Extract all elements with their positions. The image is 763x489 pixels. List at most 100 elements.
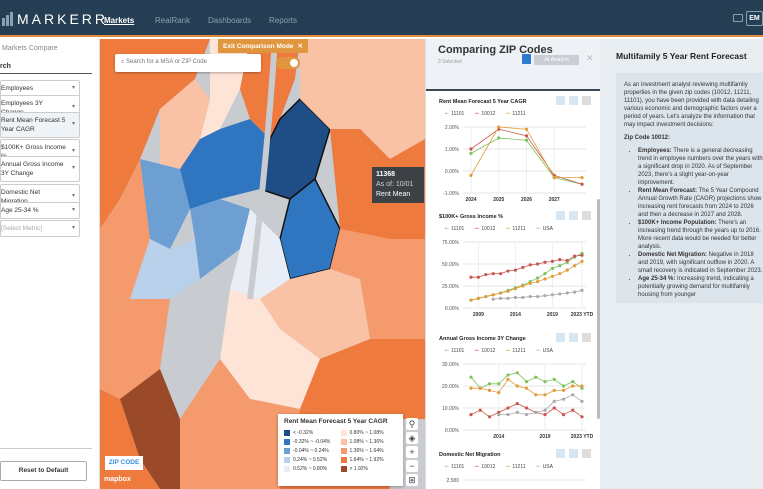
info-icon[interactable]: [582, 211, 591, 220]
chevron-down-icon: ▾: [71, 121, 75, 127]
legend-entry[interactable]: -•- 11211: [505, 464, 526, 470]
chevron-down-icon: ▾: [71, 148, 75, 154]
tooltip-metric: Rent Mean: [376, 191, 411, 198]
legend-label: 11101: [451, 348, 465, 354]
data-point-USA: [524, 413, 529, 417]
data-point-11211: [491, 293, 495, 297]
expand-icon[interactable]: [569, 449, 578, 458]
nav-markets[interactable]: Markets: [104, 16, 135, 25]
data-point-11211: [543, 393, 547, 397]
metric-select-7[interactable]: Age 25-34 % ▾: [0, 202, 80, 219]
nav-reports[interactable]: Reports: [269, 16, 298, 25]
legend-entry[interactable]: -•- 10012: [474, 348, 496, 354]
data-point-11211: [558, 272, 562, 276]
download-icon[interactable]: [556, 449, 565, 458]
chevron-down-icon: ▾: [71, 104, 75, 110]
legend-entry[interactable]: -•- 10012: [474, 464, 496, 470]
legend-entry[interactable]: -•- 10012: [474, 111, 496, 117]
legend-entry[interactable]: -•- 10012: [474, 226, 496, 232]
data-point-USA: [506, 296, 510, 300]
metric-select-5[interactable]: Annual Gross Income 3Y Change ▾: [0, 156, 80, 182]
data-point-11211: [524, 386, 529, 390]
zoom-in-button[interactable]: +: [406, 446, 418, 458]
data-point-USA: [580, 399, 584, 403]
x-tick-label: 2027: [549, 197, 560, 203]
close-icon[interactable]: ✕: [586, 53, 594, 63]
data-point-11211: [497, 391, 501, 395]
data-point-10012: [552, 406, 556, 410]
ai-analyst-button[interactable]: AI Analyst: [534, 55, 579, 65]
metric-select-3[interactable]: Rent Mean Forecast 5 Year CAGR ▾: [0, 112, 80, 138]
expand-icon[interactable]: [569, 96, 578, 105]
close-icon[interactable]: ✕: [297, 43, 303, 50]
data-point-10012: [521, 265, 525, 270]
data-point-11211: [580, 259, 584, 263]
data-point-11211: [497, 125, 501, 129]
avatar[interactable]: EM: [746, 11, 763, 26]
data-point-10012: [558, 258, 562, 262]
legend-label: 10012: [481, 226, 496, 232]
download-icon[interactable]: [522, 54, 531, 64]
legend-label: 1.64% ~ 1.92%: [349, 457, 384, 463]
data-point-11211: [469, 298, 473, 302]
zip-code-button[interactable]: ZIP CODE: [105, 456, 143, 470]
markerr-logo[interactable]: MARKERR: [2, 11, 108, 27]
legend-entry[interactable]: -•- 11101: [444, 348, 465, 354]
mapbox-logo: mapbox: [104, 476, 131, 483]
metric-select-8[interactable]: [Select Metric] ▾: [0, 220, 80, 237]
legend-label: 1.36% ~ 1.64%: [349, 448, 384, 454]
legend-swatch: [284, 466, 290, 472]
mail-icon[interactable]: [733, 14, 743, 22]
legend-entry[interactable]: -•- USA: [535, 464, 553, 470]
legend-label: < -0.32%: [293, 430, 314, 436]
zoom-out-button[interactable]: −: [406, 460, 418, 472]
scrollbar[interactable]: [597, 199, 600, 419]
data-point-11101: [497, 136, 501, 140]
legend-entry[interactable]: -•- 11101: [444, 226, 465, 232]
y-tick-label: 2,580: [446, 478, 459, 484]
map[interactable]: Exit Comparison Mode ✕ ⌕ Search for a MSA…: [100, 39, 425, 489]
layers-icon[interactable]: ◈: [406, 432, 418, 444]
legend-label: -0.32% ~ -0.04%: [293, 439, 331, 445]
legend-swatch: [284, 457, 290, 463]
map-tooltip: 11368 As of: 10/01 Rent Mean: [372, 167, 424, 203]
search-tab[interactable]: rch: [0, 63, 92, 74]
info-icon[interactable]: [582, 333, 591, 342]
expand-icon[interactable]: [569, 333, 578, 342]
data-point-11211: [528, 281, 532, 285]
grid-icon[interactable]: ⊞: [406, 474, 418, 486]
legend-entry[interactable]: -•- 11211: [505, 226, 526, 232]
data-point-10012: [565, 258, 569, 263]
legend-entry[interactable]: -•- 11211: [505, 348, 526, 354]
search-tool-icon[interactable]: ⚲: [406, 418, 418, 430]
legend-entry[interactable]: -•- 11211: [505, 111, 526, 117]
exit-comparison-mode-button[interactable]: Exit Comparison Mode ✕: [218, 39, 308, 53]
legend-entry[interactable]: -•- 11101: [444, 111, 465, 117]
chevron-down-icon: ▾: [71, 84, 75, 91]
data-point-11211: [515, 384, 519, 388]
legend-item: -0.04% ~ 0.24%: [284, 447, 341, 455]
info-icon[interactable]: [582, 449, 591, 458]
data-point-11211: [524, 127, 529, 131]
data-point-10012: [469, 147, 473, 151]
legend-entry[interactable]: -•- 11101: [444, 464, 465, 470]
data-point-11211: [469, 173, 473, 177]
map-toggle[interactable]: [276, 57, 300, 69]
compare-header: Comparing ZIP Codes 3 Selected AI Analys…: [426, 39, 600, 91]
map-search-input[interactable]: ⌕ Search for a MSA or ZIP Code: [115, 54, 261, 72]
data-point-11101: [550, 266, 554, 270]
legend-entry[interactable]: -•- USA: [535, 348, 553, 354]
reset-to-default-button[interactable]: Reset to Default: [0, 461, 87, 481]
breadcrumb[interactable]: Markets Compare: [2, 45, 58, 52]
sidebar: Markets Compare rch Employees ▾ Employees…: [0, 39, 100, 489]
info-icon[interactable]: [582, 96, 591, 105]
nav-dashboards[interactable]: Dashboards: [208, 16, 252, 25]
data-point-USA: [528, 294, 532, 299]
download-icon[interactable]: [556, 96, 565, 105]
download-icon[interactable]: [556, 333, 565, 342]
download-icon[interactable]: [556, 211, 565, 220]
expand-icon[interactable]: [569, 211, 578, 220]
data-point-USA: [561, 397, 566, 401]
legend-entry[interactable]: -•- USA: [535, 226, 553, 232]
nav-realrank[interactable]: RealRank: [155, 16, 191, 25]
